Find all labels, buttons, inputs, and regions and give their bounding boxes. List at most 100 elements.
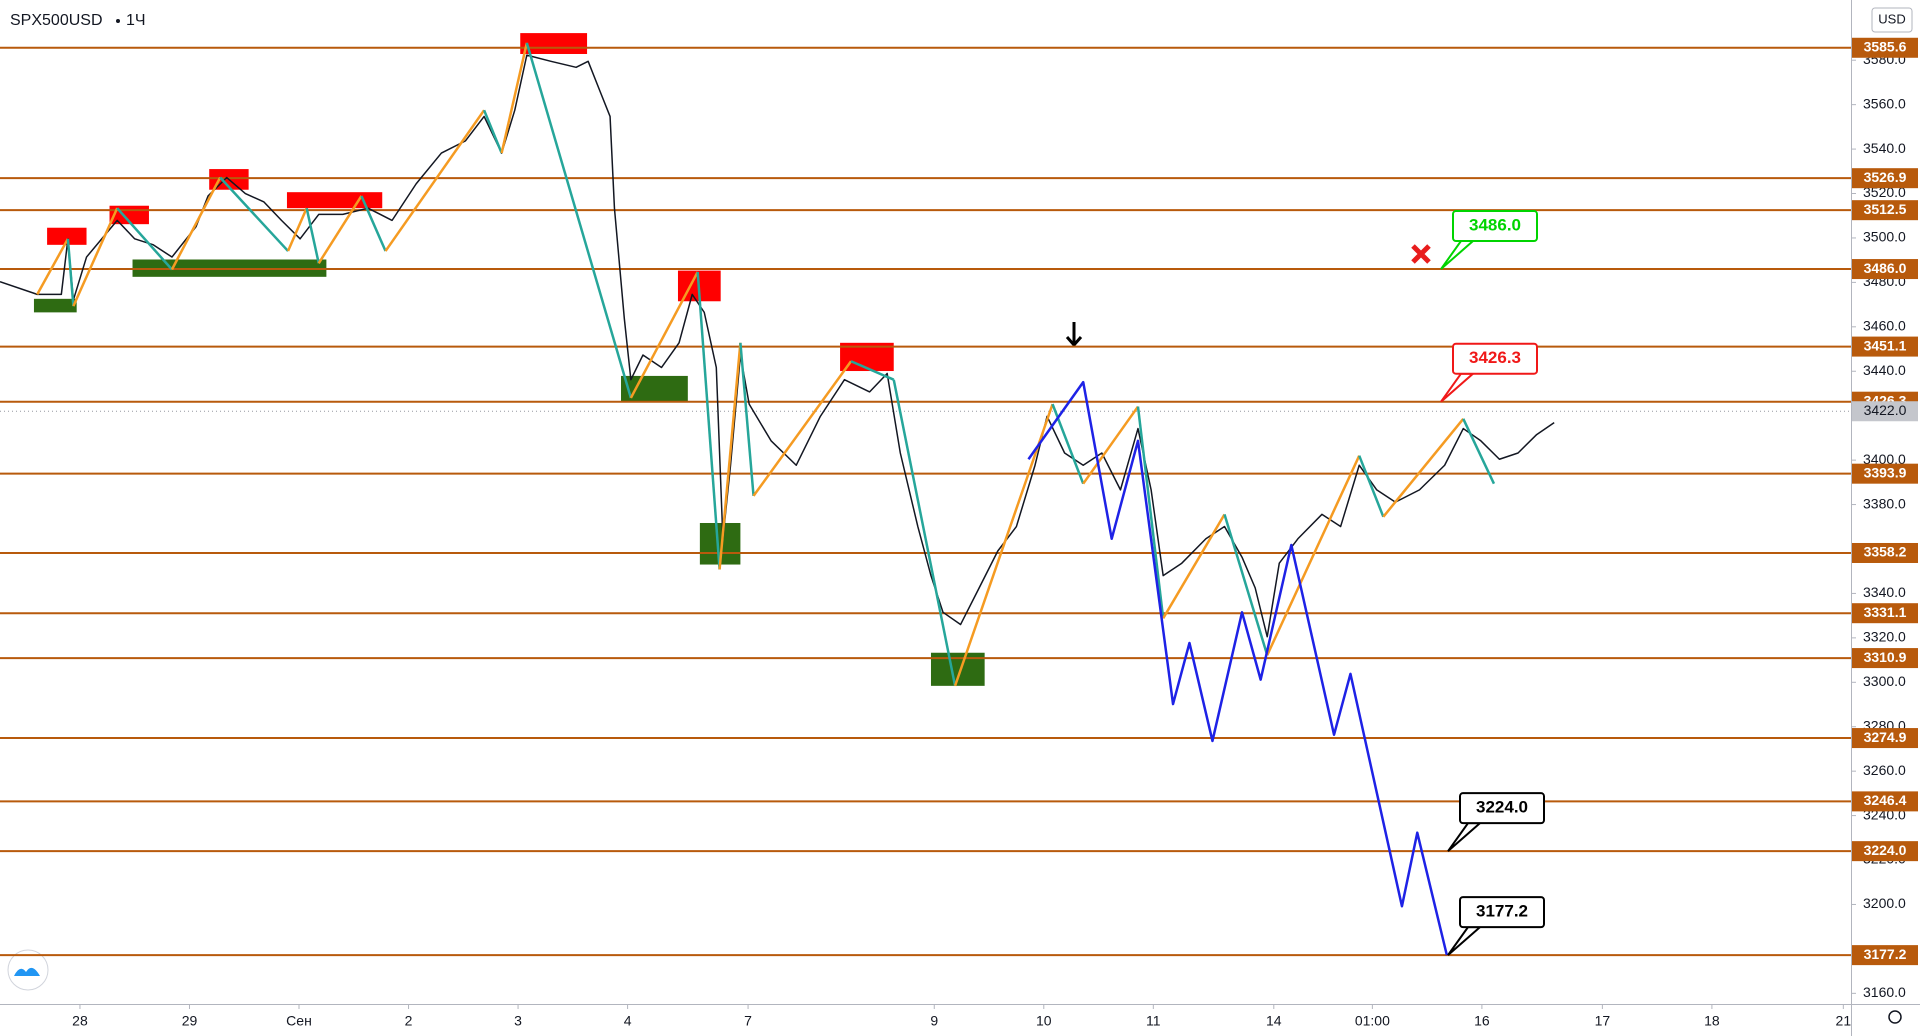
callout-box [1459, 896, 1545, 929]
zigzag-segment [500, 42, 529, 154]
y-tick-label: 3520.0 [1863, 184, 1906, 200]
level-label: 3274.9 [1864, 729, 1907, 745]
zigzag-segment [482, 109, 503, 154]
y-tick-label: 3380.0 [1863, 495, 1906, 511]
symbol: SPX500USD [10, 12, 103, 29]
callout-label: 3177.2 [1476, 902, 1528, 921]
y-tick-label: 3320.0 [1863, 629, 1906, 645]
zigzag-segment [850, 360, 895, 381]
level-label-bg [1852, 728, 1918, 749]
x-tick-label: 7 [744, 1013, 752, 1029]
current-price-label-bg [1852, 401, 1918, 422]
interval: 1Ч [126, 12, 146, 29]
zigzag-segment [696, 271, 721, 570]
zigzag-segment [360, 195, 387, 252]
y-tick-label: 3440.0 [1863, 362, 1906, 378]
callout: 3177.2 [1447, 896, 1545, 956]
y-tick-label: 3160.0 [1863, 984, 1906, 1000]
zigzag-segment [1223, 513, 1269, 656]
level-label: 3512.5 [1864, 201, 1907, 217]
x-tick-label: 17 [1595, 1013, 1611, 1029]
y-tick-label: 3560.0 [1863, 95, 1906, 111]
level-label-bg [1852, 945, 1918, 966]
level-label-bg [1852, 259, 1918, 280]
x-tick-label: 01:00 [1355, 1013, 1390, 1029]
x-tick-label: 3 [514, 1013, 522, 1029]
y-tick-label: 3260.0 [1863, 762, 1906, 778]
zigzag-segment [629, 271, 699, 399]
zigzag-segment [718, 342, 742, 570]
level-label-bg [1852, 37, 1918, 58]
projection-line [1027, 380, 1449, 956]
level-label: 3486.0 [1864, 260, 1907, 276]
y-tick-label: 3300.0 [1863, 673, 1906, 689]
level-label-bg [1852, 841, 1918, 862]
settings-icon[interactable] [1888, 1010, 1902, 1024]
level-label: 3331.1 [1864, 604, 1907, 620]
zigzag-segment [1462, 418, 1496, 485]
level-label: 3224.0 [1864, 842, 1907, 858]
x-tick-label: 21 [1836, 1013, 1852, 1029]
level-label: 3393.9 [1864, 464, 1907, 480]
zigzag-segment [1162, 513, 1226, 619]
zigzag-segment [286, 207, 308, 252]
zigzag-segment [36, 238, 70, 295]
callout: 3224.0 [1447, 792, 1545, 852]
level-label: 3358.2 [1864, 544, 1907, 560]
x-tick-label: 2 [405, 1013, 413, 1029]
y-tick-label: 3400.0 [1863, 451, 1906, 467]
zigzag-segment [305, 207, 320, 264]
arrow-down [1065, 322, 1083, 348]
zone [47, 227, 87, 245]
callout-label: 3486.0 [1469, 216, 1521, 235]
x-tick-label: 11 [1146, 1013, 1161, 1029]
zigzag-segment [170, 176, 222, 271]
zigzag-segment [525, 42, 633, 399]
x-tick-label: 14 [1266, 1013, 1282, 1029]
x-tick-label: 28 [72, 1013, 88, 1029]
callout-label: 3224.0 [1476, 798, 1528, 817]
zigzag-segment [72, 207, 119, 307]
zigzag-segment [1082, 405, 1140, 485]
zigzag-segment [739, 342, 755, 496]
x-tick-label: Сен [286, 1013, 312, 1029]
level-label: 3585.6 [1864, 38, 1907, 54]
zigzag-segment [1266, 455, 1361, 656]
separator-dot [116, 19, 120, 23]
zigzag-segment [752, 360, 853, 497]
level-label-bg [1852, 463, 1918, 484]
zigzag-segment [219, 176, 289, 252]
zigzag-segment [66, 238, 75, 307]
y-tick-label: 3340.0 [1863, 584, 1906, 600]
x-tick-label: 10 [1036, 1013, 1052, 1029]
level-label: 3526.9 [1864, 169, 1907, 185]
callout-label: 3426.3 [1469, 348, 1521, 367]
callout-box [1459, 792, 1545, 825]
level-label: 3310.9 [1864, 649, 1907, 665]
zone [286, 192, 383, 209]
y-tick-label: 3460.0 [1863, 318, 1906, 334]
level-label-bg [1852, 336, 1918, 357]
y-tick-label: 3200.0 [1863, 895, 1906, 911]
y-tick-label: 3500.0 [1863, 229, 1906, 245]
callout-box [1452, 210, 1538, 243]
level-label-bg [1852, 648, 1918, 669]
level-label: 3451.1 [1864, 337, 1907, 353]
zigzag-segment [892, 379, 957, 687]
level-label: 3177.2 [1864, 946, 1907, 962]
logo-icon [14, 967, 40, 976]
currency: USD [1878, 11, 1905, 26]
callout: 3486.0 [1440, 210, 1538, 270]
callout: 3426.3 [1440, 342, 1538, 403]
level-label-bg [1852, 542, 1918, 563]
zone [33, 298, 77, 313]
level-label-bg [1852, 603, 1918, 624]
level-label: 3246.4 [1864, 792, 1907, 808]
zigzag-segment [1136, 406, 1165, 619]
x-tick-label: 29 [182, 1013, 198, 1029]
currency-button[interactable] [1871, 7, 1913, 33]
zigzag-segment [317, 195, 363, 264]
